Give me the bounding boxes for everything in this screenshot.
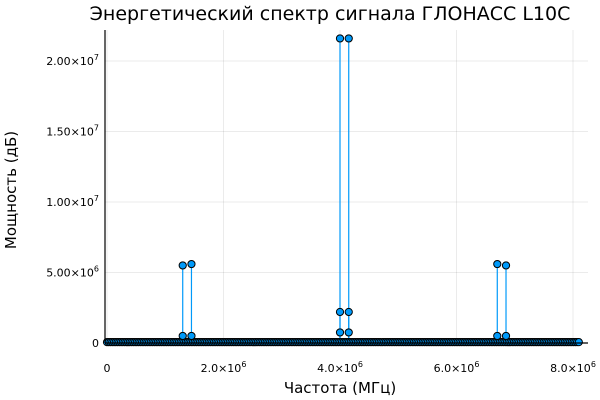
- peak-marker: [344, 328, 353, 337]
- peak-marker: [493, 259, 502, 269]
- peak-marker: [344, 307, 353, 317]
- x-tick-label: 8.0×106: [550, 360, 596, 375]
- y-tick-label: 2.00×107: [46, 53, 99, 68]
- x-axis-label: Частота (МГц): [284, 379, 396, 397]
- peak-marker: [493, 331, 502, 341]
- x-tick-label: 6.0×106: [434, 360, 480, 375]
- grid: [105, 30, 588, 344]
- x-tick-label: 0: [104, 362, 111, 375]
- peak-marker: [335, 34, 345, 43]
- peak-marker: [187, 259, 196, 269]
- y-tick-label: 1.00×107: [46, 194, 99, 209]
- peak-marker: [335, 307, 345, 317]
- peak-marker: [501, 331, 511, 341]
- peak-marker: [501, 261, 511, 270]
- y-tick-label: 0: [92, 337, 99, 350]
- y-tick-label: 1.50×107: [46, 124, 99, 139]
- chart-title: Энергетический спектр сигнала ГЛОНАСС L1…: [90, 3, 571, 25]
- peak-marker: [344, 34, 353, 43]
- peak-marker: [187, 331, 196, 341]
- y-tick-label: 5.00×106: [46, 265, 99, 280]
- y-tick-labels: 0 5.00×106 1.00×107 1.50×107 2.00×107: [46, 53, 99, 350]
- peak-marker: [335, 328, 345, 337]
- peak-marker: [178, 261, 187, 270]
- x-tick-label: 2.0×106: [201, 360, 247, 375]
- markers: [102, 34, 583, 347]
- stems: [106, 38, 580, 343]
- peak-marker: [178, 331, 187, 341]
- y-axis-label: Мощность (дБ): [2, 131, 20, 249]
- x-tick-label: 4.0×106: [317, 360, 363, 375]
- x-tick-labels: 0 2.0×106 4.0×106 6.0×106 8.0×106: [104, 360, 596, 375]
- noise-marker: [574, 338, 583, 347]
